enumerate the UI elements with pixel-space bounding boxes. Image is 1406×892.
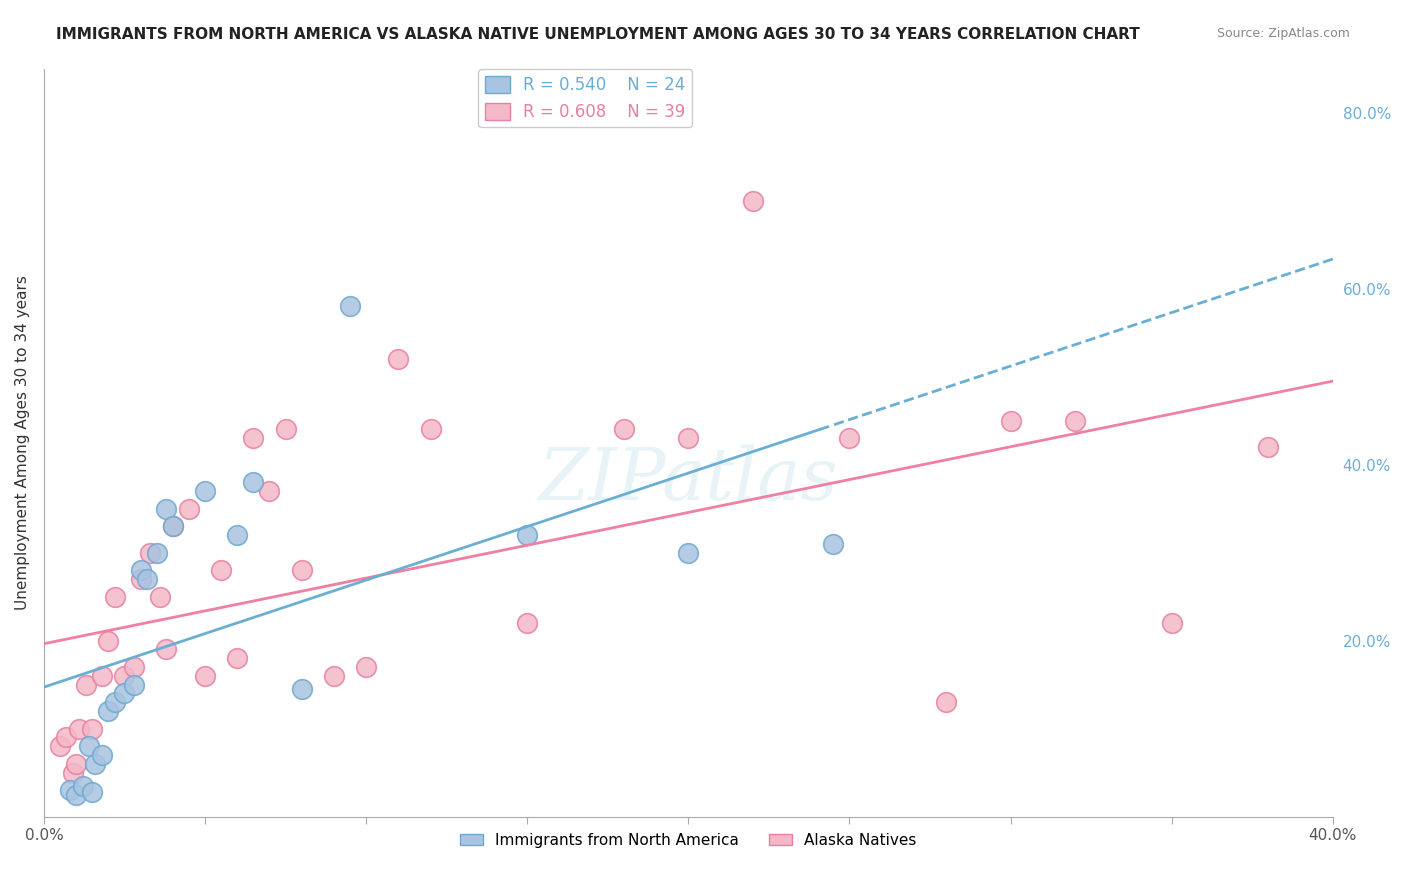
Point [77,739,100,754]
Point [339,299,361,313]
Point [65,788,87,802]
Point [1000,414,1022,428]
Y-axis label: Unemployment Among Ages 30 to 34 years: Unemployment Among Ages 30 to 34 years [15,275,30,610]
Point [162,519,184,533]
Point [935,695,957,709]
Point [354,660,377,674]
Point [322,669,344,683]
Point [419,422,441,436]
Point [291,681,314,696]
Text: Source: ZipAtlas.com: Source: ZipAtlas.com [1216,27,1350,40]
Point [516,528,538,542]
Point [741,194,763,208]
Point [1064,414,1087,428]
Point [55,731,77,745]
Point [82,785,104,799]
Point [114,669,136,683]
Text: ZIPatlas: ZIPatlas [538,445,838,516]
Point [145,546,167,560]
Point [72,779,94,793]
Point [194,669,217,683]
Point [139,546,162,560]
Point [136,572,159,586]
Point [194,483,217,498]
Point [122,660,145,674]
Point [122,678,145,692]
Point [387,351,409,366]
Point [259,483,281,498]
Text: IMMIGRANTS FROM NORTH AMERICA VS ALASKA NATIVE UNEMPLOYMENT AMONG AGES 30 TO 34 : IMMIGRANTS FROM NORTH AMERICA VS ALASKA … [56,27,1140,42]
Point [59,783,82,797]
Point [291,563,314,577]
Point [226,528,249,542]
Point [155,642,177,657]
Point [1257,440,1279,454]
Point [838,431,860,445]
Point [49,739,72,754]
Point [97,704,120,718]
Point [129,563,152,577]
Point [75,678,97,692]
Point [104,695,127,709]
Point [516,615,538,630]
Point [129,572,152,586]
Point [1160,615,1182,630]
Point [114,686,136,700]
Point [274,422,297,436]
Point [65,756,87,771]
Point [209,563,232,577]
Point [149,590,172,604]
Legend: Immigrants from North America, Alaska Natives: Immigrants from North America, Alaska Na… [454,827,922,854]
Point [242,475,264,490]
Point [155,501,177,516]
Point [62,765,84,780]
Point [104,590,127,604]
Point [82,722,104,736]
Point [678,546,700,560]
Point [242,431,264,445]
Point [177,501,200,516]
Point [84,756,107,771]
Point [613,422,636,436]
Point [678,431,700,445]
Point [90,747,112,762]
Point [226,651,249,665]
Point [162,519,184,533]
Point [823,537,845,551]
Point [97,633,120,648]
Point [67,722,90,736]
Point [90,669,112,683]
